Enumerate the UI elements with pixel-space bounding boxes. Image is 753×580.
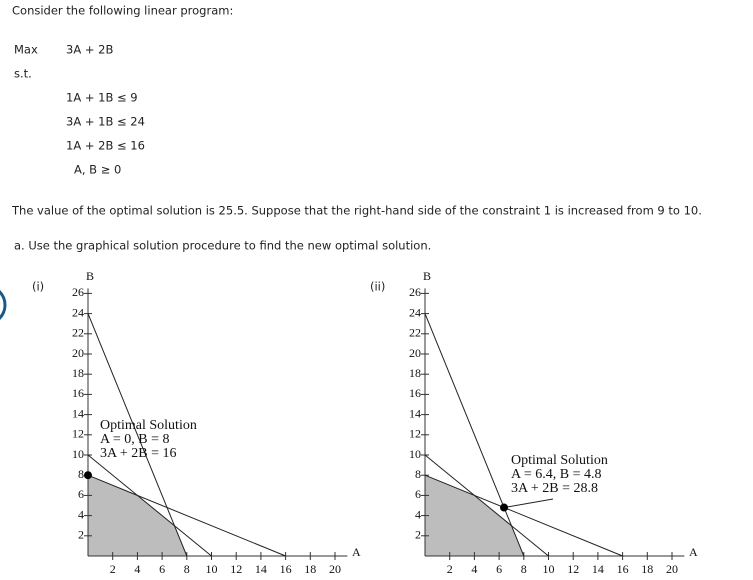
y-tick-label: 12 bbox=[72, 427, 84, 441]
constraint-line bbox=[424, 454, 549, 557]
x-axis-label: A bbox=[352, 545, 361, 559]
objective: 3A + 2B bbox=[66, 43, 113, 57]
feasible-region bbox=[425, 475, 524, 556]
option-label: (ii) bbox=[370, 280, 385, 294]
option-label: (i) bbox=[32, 280, 44, 294]
optimal-point bbox=[500, 503, 509, 512]
constraint-line bbox=[424, 313, 525, 557]
y-tick-label: 4 bbox=[78, 507, 84, 521]
x-tick-label: 14 bbox=[255, 562, 267, 576]
y-tick-label: 8 bbox=[78, 467, 84, 481]
x-tick-label: 20 bbox=[666, 562, 678, 576]
x-tick-label: 6 bbox=[159, 562, 165, 576]
x-tick-label: 8 bbox=[184, 562, 190, 576]
y-tick-label: 10 bbox=[72, 447, 84, 461]
x-tick-label: 4 bbox=[471, 562, 477, 576]
x-tick-label: 12 bbox=[230, 562, 242, 576]
constraint-line bbox=[87, 313, 188, 557]
x-tick-label: 18 bbox=[641, 562, 653, 576]
x-tick-label: 14 bbox=[592, 562, 604, 576]
side-control bbox=[0, 290, 7, 320]
constraint: 3A + 1B ≤ 24 bbox=[66, 115, 145, 129]
annotation: Optimal Solution bbox=[511, 453, 608, 468]
y-tick-label: 18 bbox=[409, 366, 421, 380]
annotation: Optimal Solution bbox=[100, 418, 197, 433]
y-tick-label: 14 bbox=[72, 406, 84, 420]
constraint: 1A + 2B ≤ 16 bbox=[66, 139, 145, 153]
constraint-line bbox=[87, 454, 212, 557]
y-tick-label: 22 bbox=[72, 326, 84, 340]
optimal-point bbox=[84, 471, 92, 480]
y-tick-label: 20 bbox=[409, 346, 421, 360]
x-tick-label: 16 bbox=[280, 562, 292, 576]
x-tick-label: 10 bbox=[206, 562, 218, 576]
x-tick-label: 2 bbox=[447, 562, 453, 576]
feasible-region bbox=[88, 475, 187, 556]
y-tick-label: 2 bbox=[415, 528, 421, 542]
y-axis-label: B bbox=[423, 269, 431, 283]
x-tick-label: 16 bbox=[617, 562, 629, 576]
y-tick-label: 4 bbox=[415, 507, 421, 521]
y-tick-label: 10 bbox=[409, 447, 421, 461]
y-tick-label: 14 bbox=[409, 406, 421, 420]
y-tick-label: 6 bbox=[415, 487, 421, 501]
x-tick-label: 20 bbox=[329, 562, 341, 576]
y-tick-label: 22 bbox=[409, 326, 421, 340]
y-tick-label: 6 bbox=[78, 487, 84, 501]
x-tick-label: 18 bbox=[304, 562, 316, 576]
y-tick-label: 26 bbox=[409, 285, 421, 299]
y-axis-label: B bbox=[86, 269, 94, 283]
constraint: A, B ≥ 0 bbox=[74, 163, 121, 177]
statement: The value of the optimal solution is 25.… bbox=[11, 204, 702, 218]
y-tick-label: 16 bbox=[409, 386, 421, 400]
annotation: 3A + 2B = 16 bbox=[100, 446, 176, 461]
constraint: 1A + 1B ≤ 9 bbox=[66, 91, 138, 105]
y-tick-label: 16 bbox=[72, 386, 84, 400]
constraint-line bbox=[424, 474, 623, 557]
x-tick-label: 6 bbox=[496, 562, 502, 576]
x-tick-label: 12 bbox=[567, 562, 579, 576]
question: a. Use the graphical solution procedure … bbox=[14, 239, 431, 253]
y-tick-label: 8 bbox=[415, 467, 421, 481]
y-tick-label: 24 bbox=[409, 305, 421, 319]
annotation: A = 0, B = 8 bbox=[100, 432, 169, 447]
st: s.t. bbox=[14, 67, 32, 81]
y-tick-label: 2 bbox=[78, 528, 84, 542]
x-tick-label: 4 bbox=[134, 562, 140, 576]
y-tick-label: 24 bbox=[72, 305, 84, 319]
x-tick-label: 8 bbox=[521, 562, 527, 576]
objective-label: Max bbox=[14, 43, 38, 57]
y-tick-label: 18 bbox=[72, 366, 84, 380]
x-tick-label: 10 bbox=[543, 562, 555, 576]
constraint-line bbox=[87, 474, 286, 557]
annotation: 3A + 2B = 28.8 bbox=[511, 481, 598, 496]
annotation: A = 6.4, B = 4.8 bbox=[511, 467, 601, 482]
x-axis-label: A bbox=[689, 545, 698, 559]
leader-line bbox=[503, 498, 554, 509]
intro: Consider the following linear program: bbox=[12, 4, 233, 18]
x-tick-label: 2 bbox=[110, 562, 116, 576]
y-tick-label: 12 bbox=[409, 427, 421, 441]
y-tick-label: 20 bbox=[72, 346, 84, 360]
y-tick-label: 26 bbox=[72, 285, 84, 299]
